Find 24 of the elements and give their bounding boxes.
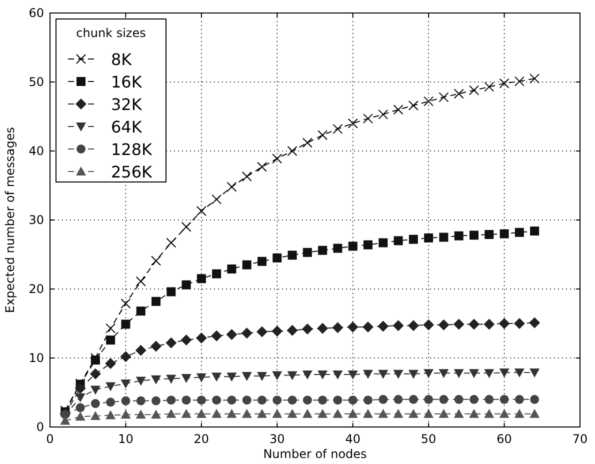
y-tick-label: 20 (28, 282, 44, 296)
legend-label: 32K (111, 95, 142, 114)
x-tick-label: 10 (118, 432, 134, 446)
legend-label: 128K (111, 140, 153, 159)
y-tick-label: 40 (28, 144, 44, 158)
y-tick-label: 0 (36, 420, 44, 434)
legend-label: 256K (111, 162, 153, 182)
x-tick-label: 70 (572, 432, 588, 446)
y-tick-label: 10 (28, 351, 44, 365)
legend-label: 8K (111, 50, 132, 69)
legend-label: 64K (111, 118, 142, 136)
x-tick-label: 50 (420, 432, 436, 446)
y-tick-label: 50 (28, 75, 44, 89)
legend-label: 16K (111, 72, 142, 92)
x-tick-label: 20 (194, 432, 210, 446)
x-tick-label: 60 (496, 432, 512, 446)
x-tick-label: 0 (46, 432, 54, 446)
x-axis-title: Number of nodes (263, 447, 367, 461)
y-axis-title: Expected number of messages (3, 126, 17, 314)
y-tick-label: 60 (28, 6, 44, 20)
legend-title: chunk sizes (76, 26, 146, 40)
x-tick-label: 40 (345, 432, 360, 446)
y-tick-label: 30 (28, 213, 44, 227)
x-tick-label: 30 (270, 432, 285, 446)
